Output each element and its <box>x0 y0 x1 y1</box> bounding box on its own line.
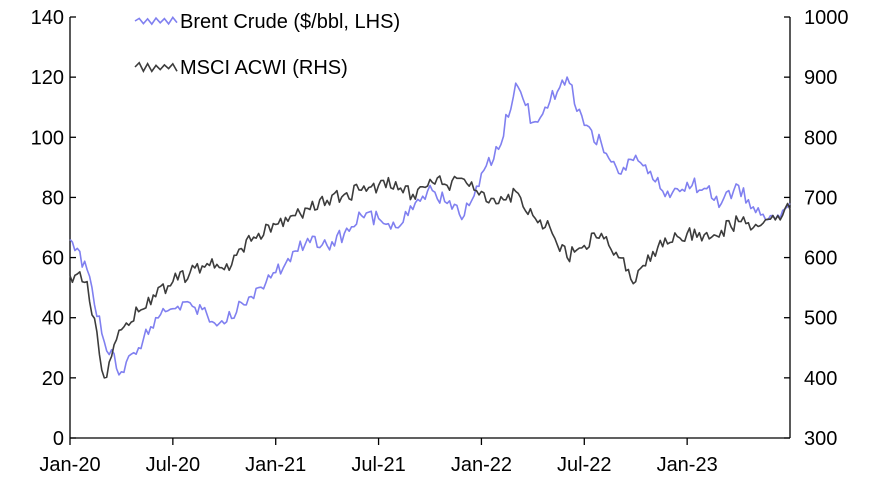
legend-item-brent: Brent Crude ($/bbl, LHS) <box>134 11 400 33</box>
left-tick-label: 120 <box>31 67 64 89</box>
legend-item-acwi: MSCI ACWI (RHS) <box>134 57 348 79</box>
right-tick-label: 800 <box>804 127 837 149</box>
left-tick-label: 40 <box>42 308 64 330</box>
left-tick-label: 60 <box>42 248 64 270</box>
x-tick-label: Jan-22 <box>451 454 512 476</box>
left-tick-label: 0 <box>53 428 64 450</box>
legend-label: Brent Crude ($/bbl, LHS) <box>180 11 400 33</box>
legend-label: MSCI ACWI (RHS) <box>180 57 348 79</box>
x-tick-label: Jan-20 <box>39 454 100 476</box>
right-tick-label: 600 <box>804 248 837 270</box>
series-layer <box>69 76 791 379</box>
x-tick-label: Jul-22 <box>557 454 611 476</box>
left-tick-label: 100 <box>31 127 64 149</box>
right-tick-label: 700 <box>804 187 837 209</box>
left-tick-label: 20 <box>42 368 64 390</box>
legend-swatch <box>134 61 178 74</box>
right-tick-label: 500 <box>804 308 837 330</box>
x-tick-label: Jul-21 <box>351 454 405 476</box>
right-tick-label: 300 <box>804 428 837 450</box>
brent-crude-line <box>69 76 791 376</box>
legend-swatch <box>134 16 178 26</box>
left-tick-label: 140 <box>31 7 64 29</box>
x-tick-label: Jan-21 <box>245 454 306 476</box>
x-tick-label: Jan-23 <box>657 454 718 476</box>
axes: 0 20 40 60 80 100 120 140 300 400 500 600 700 800 900 1… <box>31 7 849 476</box>
x-tick-label: Jul-20 <box>146 454 200 476</box>
left-tick-label: 80 <box>42 187 64 209</box>
right-tick-label: 400 <box>804 368 837 390</box>
legend: Brent Crude ($/bbl, LHS) MSCI ACWI (RHS) <box>134 11 400 79</box>
right-tick-label: 900 <box>804 67 837 89</box>
msci-acwi-line <box>69 175 791 379</box>
right-tick-label: 1000 <box>804 7 849 29</box>
